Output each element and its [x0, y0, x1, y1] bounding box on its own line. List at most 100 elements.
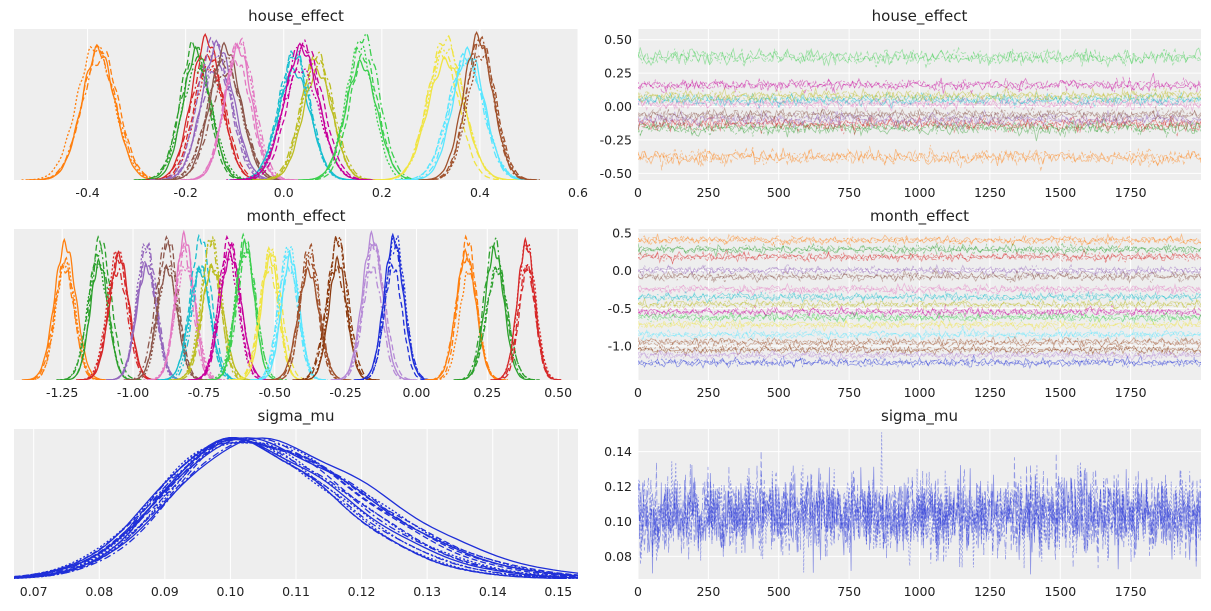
month_effect_trace-trace-line — [638, 242, 1201, 257]
house_effect_kde-density-line — [21, 45, 170, 180]
month_effect_trace-xtick-label: 1500 — [1044, 385, 1076, 400]
month_effect_trace-trace-line — [638, 343, 1201, 358]
month_effect_trace-xtick-label: 1250 — [974, 385, 1006, 400]
month_effect_trace-trace-line — [638, 297, 1201, 313]
month_effect_kde-series-group — [21, 229, 564, 380]
month_effect_kde-density-line — [301, 235, 374, 380]
sigma_mu_kde-xtick-label: 0.09 — [151, 584, 179, 599]
house_effect_kde-xtick-label: 0.0 — [274, 185, 294, 200]
month_effect_trace-trace-line — [638, 290, 1201, 304]
month_effect_kde-xtick-label: 0.50 — [544, 385, 572, 400]
house_effect_trace-xtick-label: 500 — [767, 185, 791, 200]
house_effect_kde-density-line — [231, 49, 357, 180]
month_effect_trace-trace-line — [638, 335, 1201, 349]
house_effect_kde-xtick-label: -0.2 — [173, 185, 197, 200]
month_effect_trace-trace-line — [638, 327, 1201, 341]
house_effect_trace-series-group — [638, 46, 1201, 172]
month_effect_kde-density-line — [21, 237, 109, 380]
month_effect_kde-xtick-label: -1.25 — [46, 385, 78, 400]
house_effect_kde-density-line — [421, 38, 541, 180]
month_effect_trace-trace-line — [638, 266, 1201, 284]
house_effect_trace-xtick-label: 1750 — [1115, 185, 1147, 200]
sigma_mu_trace-trace-line — [638, 432, 1201, 573]
house_effect_trace-ytick-label: 0.00 — [604, 99, 632, 114]
house_effect_kde-density-line — [29, 44, 172, 180]
house_effect_trace-trace-line — [638, 91, 1201, 109]
sigma_mu_kde-xtick-label: 0.15 — [544, 584, 572, 599]
house_effect_trace-trace-line — [638, 117, 1201, 142]
house_effect_kde-density-line — [235, 43, 376, 180]
house_effect_trace-trace-line — [638, 76, 1201, 93]
month_effect_trace-trace-line — [638, 316, 1201, 331]
month_effect_trace-trace-line — [638, 356, 1201, 369]
house_effect_trace-ytick-label: 0.25 — [604, 66, 632, 81]
sigma_mu_kde-density-line — [14, 437, 566, 579]
house_effect_kde-density-line — [425, 35, 535, 180]
sigma_mu_trace-trace-line — [638, 451, 1201, 569]
sigma_mu_trace-xtick-label: 250 — [696, 584, 720, 599]
month_effect_kde-density-line — [78, 267, 158, 380]
house_effect_trace-trace-line — [638, 91, 1201, 111]
sigma_mu_trace-trace-line — [638, 465, 1201, 567]
month_effect_kde-density-line — [333, 241, 413, 380]
month_effect_kde-density-line — [190, 239, 272, 380]
month_effect_kde-density-line — [108, 242, 187, 380]
house_effect_trace-xtick-label: 250 — [696, 185, 720, 200]
house_effect_trace-trace-line — [638, 93, 1201, 112]
month_effect_trace-trace-line — [638, 269, 1201, 284]
sigma_mu_trace-ytick-label: 0.14 — [604, 444, 632, 459]
sigma_mu_trace-ytick-label: 0.08 — [604, 549, 632, 564]
month_effect_trace-trace-line — [638, 353, 1201, 371]
house_effect_kde-density-line — [149, 36, 278, 180]
house_effect_kde-xtick-label: 0.6 — [568, 185, 588, 200]
sigma_mu_kde-density-line — [14, 437, 578, 579]
house_effect_kde-density-line — [301, 31, 427, 180]
month_effect_trace-series-group — [638, 232, 1201, 371]
month_effect_kde-panel: -1.25 -1.00 -0.75 -0.50 -0.25 0.00 0.25 0.50 mon… — [14, 207, 578, 400]
month_effect_kde-density-line — [130, 264, 206, 380]
house_effect_trace-trace-line — [638, 114, 1201, 135]
month_effect_kde-density-line — [147, 244, 220, 380]
month_effect_trace-trace-line — [638, 263, 1201, 279]
house_effect_kde-density-line — [298, 58, 425, 180]
month_effect_kde-density-line — [108, 242, 184, 380]
month_effect_kde-density-line — [430, 234, 504, 380]
month_effect_kde-density-line — [490, 242, 564, 380]
month_effect_trace-trace-line — [638, 310, 1201, 326]
sigma_mu_kde-xtick-label: 0.11 — [282, 584, 310, 599]
house_effect_kde-density-line — [252, 50, 382, 180]
house_effect_kde-density-line — [256, 60, 379, 180]
month_effect_trace-trace-line — [638, 297, 1201, 312]
sigma_mu_trace-series-group — [638, 432, 1201, 575]
month_effect_trace-title: month_effect — [870, 207, 969, 226]
month_effect_trace-trace-line — [638, 317, 1201, 333]
month_effect_kde-density-line — [189, 234, 269, 380]
month_effect_trace-trace-line — [638, 269, 1201, 283]
month_effect_trace-xtick-label: 1000 — [904, 385, 936, 400]
house_effect_kde-xtick-label: 0.4 — [470, 185, 490, 200]
house_effect_trace-trace-line — [638, 115, 1201, 133]
month_effect_trace-trace-line — [638, 291, 1201, 305]
month_effect_trace-ytick-label: -0.5 — [608, 301, 632, 316]
house_effect_trace-trace-line — [638, 109, 1201, 130]
month_effect_trace-trace-line — [638, 349, 1201, 362]
month_effect_trace-trace-line — [638, 282, 1201, 297]
month_effect_kde-density-line — [63, 245, 136, 380]
month_effect_trace-trace-line — [638, 304, 1201, 319]
house_effect_kde-density-line — [305, 52, 422, 180]
house_effect_kde-xtick-label: 0.2 — [372, 185, 392, 200]
month_effect_trace-trace-line — [638, 342, 1201, 356]
house_effect_kde-plot-area — [14, 29, 578, 180]
sigma_mu_kde-xtick-label: 0.13 — [413, 584, 441, 599]
sigma_mu_kde-xtick-label: 0.12 — [348, 584, 376, 599]
house_effect_kde-density-line — [395, 58, 538, 180]
house_effect_kde-density-line — [161, 67, 294, 180]
month_effect_trace-trace-line — [638, 335, 1201, 349]
sigma_mu_trace-ytick-label: 0.12 — [604, 479, 632, 494]
sigma_mu_kde-xtick-label: 0.08 — [85, 584, 113, 599]
house_effect_trace-trace-line — [638, 144, 1201, 168]
month_effect_trace-xtick-label: 0 — [634, 385, 642, 400]
month_effect_trace-trace-line — [638, 232, 1201, 247]
month_effect_trace-xtick-label: 1750 — [1115, 385, 1147, 400]
